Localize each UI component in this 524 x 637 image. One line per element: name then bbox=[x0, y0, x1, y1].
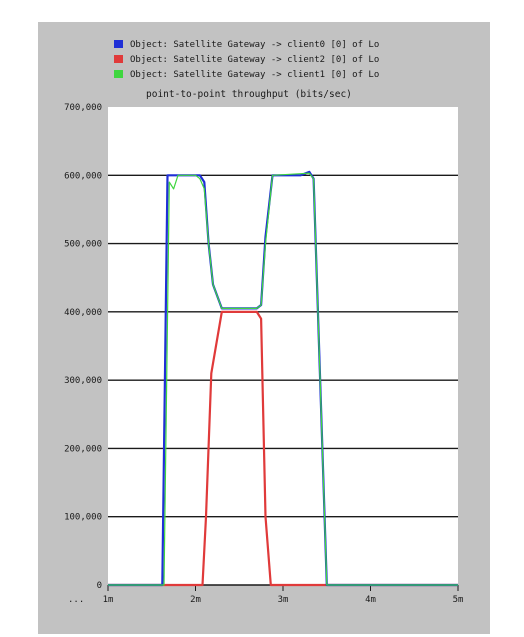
x-tick-label: 5m bbox=[453, 595, 464, 605]
series-line-2 bbox=[108, 172, 458, 586]
y-tick-label: 0 bbox=[97, 581, 102, 591]
legend-label-client1: Object: Satellite Gateway -> client1 [0]… bbox=[130, 70, 379, 80]
y-tick-label: 500,000 bbox=[64, 240, 102, 250]
legend-swatch-client2 bbox=[114, 55, 123, 63]
y-tick-label: 100,000 bbox=[64, 513, 102, 523]
y-tick-label: 700,000 bbox=[64, 103, 102, 113]
x-tick-label: 2m bbox=[190, 595, 201, 605]
throughput-chart: Object: Satellite Gateway -> client0 [0]… bbox=[64, 40, 464, 605]
chart-title: point-to-point throughput (bits/sec) bbox=[146, 89, 352, 100]
legend: Object: Satellite Gateway -> client0 [0]… bbox=[114, 40, 379, 80]
y-tick-label: 300,000 bbox=[64, 376, 102, 386]
series-lines bbox=[108, 170, 458, 587]
x-tick-label: 3m bbox=[278, 595, 289, 605]
series-line-1 bbox=[108, 310, 458, 587]
y-axis-ticks: 0 100,000 200,000 300,000 400,000 500,000 600,… bbox=[64, 103, 102, 591]
legend-swatch-client1 bbox=[114, 70, 123, 78]
x-axis-ticks: 1m 2m 3m 4m 5m bbox=[103, 585, 464, 605]
x-axis-edge-label: ... bbox=[68, 595, 84, 605]
y-tick-label: 200,000 bbox=[64, 444, 102, 454]
plot-area bbox=[108, 107, 458, 585]
chart-panel: Object: Satellite Gateway -> client0 [0]… bbox=[38, 22, 490, 634]
legend-swatch-client0 bbox=[114, 40, 123, 48]
x-tick-label: 1m bbox=[103, 595, 114, 605]
legend-label-client2: Object: Satellite Gateway -> client2 [0]… bbox=[130, 55, 379, 65]
y-tick-label: 400,000 bbox=[64, 308, 102, 318]
legend-label-client0: Object: Satellite Gateway -> client0 [0]… bbox=[130, 40, 379, 50]
x-tick-label: 4m bbox=[365, 595, 376, 605]
y-tick-label: 600,000 bbox=[64, 171, 102, 181]
